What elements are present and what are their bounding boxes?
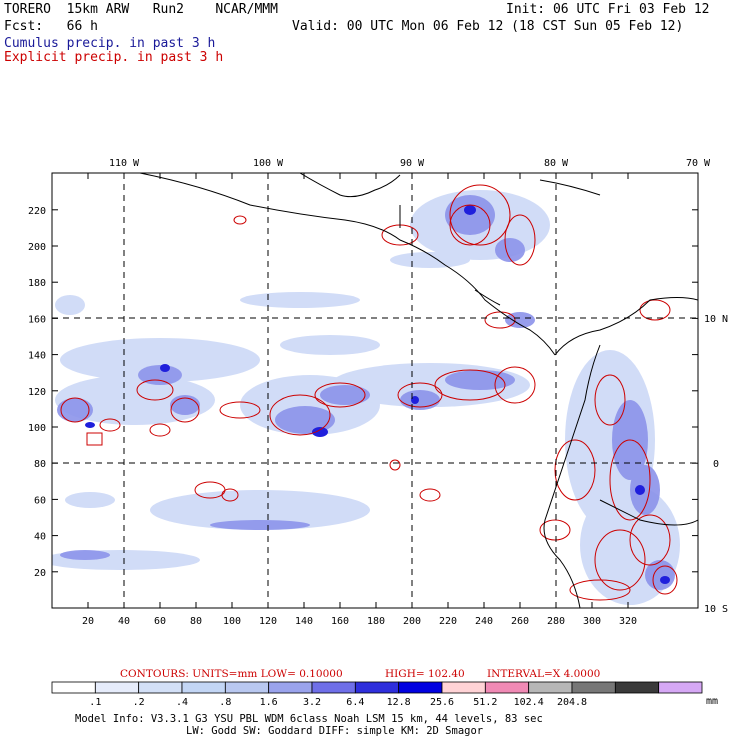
x-tick-label: 260 [511,616,529,627]
colorbar-swatch [484,681,530,694]
x-tick-label: 320 [619,616,637,627]
forecast-hour: Fcst: 66 h [4,19,98,34]
x-tick-label: 200 [403,616,421,627]
y-tick-label: 160 [28,314,46,325]
latlon-grid [52,173,698,608]
colorbar-level: 25.6 [430,697,454,708]
colorbar-level: .4 [176,697,188,708]
lat-label: 0 [713,459,719,470]
y-tick-label: 100 [28,423,46,434]
colorbar-swatch [354,681,400,694]
lat-label: 10 N [704,314,728,325]
y-tick-label: 120 [28,387,46,398]
cumulus-shading-heavy [85,205,670,584]
colorbar-swatch [181,681,226,694]
colorbar: .1 .2 .4 .8 1.6 3.2 6.4 12.8 25.6 51.2 102.4 204.8 [51,681,703,708]
colorbar-level: 1.6 [260,697,278,708]
y-tick-label: 80 [34,459,46,470]
colorbar-unit: mm [706,696,718,707]
y-tick-label: 40 [34,532,46,543]
x-tick-label: 120 [259,616,277,627]
x-tick-label: 60 [154,616,166,627]
colorbar-swatch [614,681,660,694]
colorbar-level: 6.4 [346,697,364,708]
physics-info: LW: Godd SW: Goddard DIFF: simple KM: 2D… [186,725,483,737]
valid-time: Valid: 00 UTC Mon 06 Feb 12 (18 CST Sun … [292,19,684,34]
y-tick-label: 220 [28,206,46,217]
colorbar-swatch [398,681,443,694]
contour-interval-label: INTERVAL=X 4.0000 [487,668,600,680]
colorbar-swatch [528,681,573,694]
y-tick-label: 60 [34,495,46,506]
colorbar-level: 3.2 [303,697,321,708]
colorbar-swatch [311,681,356,694]
x-tick-label: 140 [295,616,313,627]
colorbar-swatch [51,681,96,694]
model-info: Model Info: V3.3.1 G3 YSU PBL WDM 6class… [75,713,543,725]
lat-labels: 10 N 0 10 S [704,314,728,615]
colorbar-level: 204.8 [557,697,587,708]
x-tick-label: 20 [82,616,94,627]
lon-label: 80 W [544,158,569,169]
colorbar-swatch [224,681,270,694]
colorbar-swatch [441,681,486,694]
x-tick-label: 180 [367,616,385,627]
y-tick-label: 200 [28,242,46,253]
colorbar-level: .1 [89,697,101,708]
lon-label: 110 W [109,158,140,169]
x-tick-label: 240 [475,616,493,627]
init-time: Init: 06 UTC Fri 03 Feb 12 [506,2,710,17]
lon-label: 90 W [400,158,425,169]
legend-explicit: Explicit precip. in past 3 h [4,50,224,65]
colorbar-level: 51.2 [473,697,497,708]
x-tick-label: 40 [118,616,130,627]
x-tick-label: 280 [547,616,565,627]
lon-labels: 110 W 100 W 90 W 80 W 70 W [109,158,711,169]
colorbar-swatch [138,681,183,694]
colorbar-swatch [94,681,140,694]
y-tick-label: 180 [28,278,46,289]
x-axis: 20 40 60 80 100 120 140 160 180 200 220 240 260 280 30… [82,173,637,627]
lat-label: 10 S [704,604,728,615]
precip-field [52,173,698,608]
x-tick-label: 220 [439,616,457,627]
y-axis: 20 40 60 80 100 120 140 160 180 200 220 [28,206,698,579]
lon-label: 100 W [253,158,284,169]
model-title: TORERO 15km ARW Run2 NCAR/MMM [4,2,278,17]
colorbar-level: .8 [219,697,231,708]
colorbar-level: 12.8 [387,697,411,708]
colorbar-swatch [268,681,313,694]
lon-label: 70 W [686,158,711,169]
x-tick-label: 80 [190,616,202,627]
colorbar-level: .2 [133,697,145,708]
legend-cumulus: Cumulus precip. in past 3 h [4,36,216,51]
contour-high-label: HIGH= 102.40 [385,668,465,680]
y-tick-label: 20 [34,568,46,579]
x-tick-label: 160 [331,616,349,627]
y-tick-label: 140 [28,351,46,362]
contour-units-label: CONTOURS: UNITS=mm LOW= 0.10000 [120,668,343,680]
x-tick-label: 300 [583,616,601,627]
colorbar-swatch [571,681,616,694]
x-tick-label: 100 [223,616,241,627]
colorbar-level: 102.4 [514,697,544,708]
colorbar-swatch [658,681,703,694]
